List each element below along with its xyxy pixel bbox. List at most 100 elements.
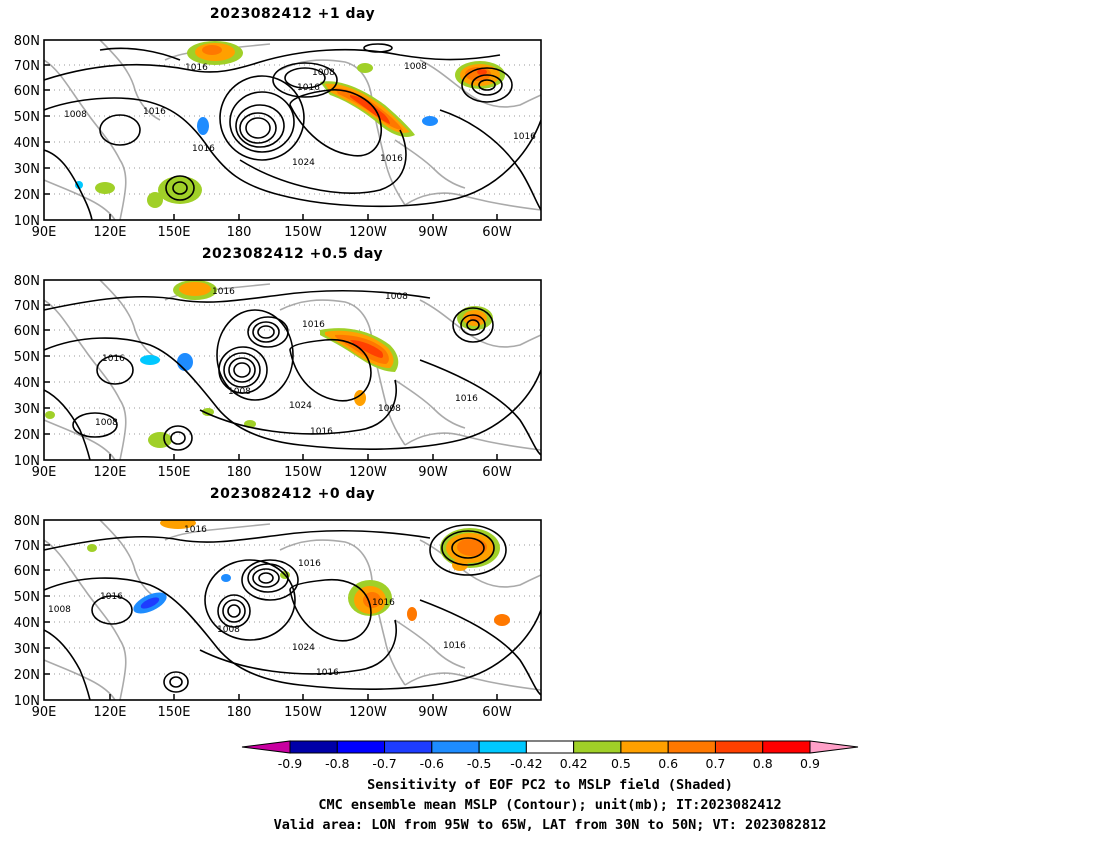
map-frame xyxy=(43,39,542,221)
contour-label: 1016 xyxy=(297,83,320,93)
map-frame xyxy=(43,519,542,701)
contour-label: 1016 xyxy=(372,598,395,608)
sensitivity-shading xyxy=(45,280,493,448)
lat-tick: 40N xyxy=(14,136,40,151)
contour-labels: 1016 1008 1016 1008 1016 1024 1016 1016 … xyxy=(64,62,536,168)
panel-title-day0: 2023082412 +0 day xyxy=(209,486,376,502)
footer-line-1: Sensitivity of EOF PC2 to MSLP field (Sh… xyxy=(367,777,733,793)
lat-tick: 30N xyxy=(14,402,40,417)
contour-label: 1016 xyxy=(184,525,207,535)
panel-title-day05: 2023082412 +0.5 day xyxy=(201,246,384,262)
colorbar-labels: -0.9 -0.8 -0.7 -0.6 -0.5 -0.42 0.42 0.5 0.6 0.7 0.… xyxy=(278,756,820,771)
lon-tick: 90E xyxy=(32,225,57,240)
contour-label: 1016 xyxy=(212,287,235,297)
lon-tick: 60W xyxy=(482,465,512,480)
contour-label: 1016 xyxy=(192,144,215,154)
colorbar: -0.9 -0.8 -0.7 -0.6 -0.5 -0.42 0.42 0.5 0.6 0.7 0.… xyxy=(241,740,859,771)
lat-tick: 60N xyxy=(14,564,40,579)
colorbar-cell xyxy=(762,740,811,754)
lon-tick: 150E xyxy=(157,465,190,480)
colorbar-label: -0.6 xyxy=(420,756,444,771)
lat-tick: 60N xyxy=(14,324,40,339)
contour-label: 1008 xyxy=(312,68,335,78)
colorbar-cell xyxy=(573,740,622,754)
lon-tick: 150W xyxy=(284,225,322,240)
lon-tick: 120W xyxy=(349,705,387,720)
lon-tick-labels: 90E 120E 150E 180 150W 120W 90W 60W xyxy=(32,225,512,240)
contour-label: 1008 xyxy=(385,292,408,302)
colorbar-cell xyxy=(431,740,480,754)
lon-tick: 180 xyxy=(227,465,252,480)
mslp-contours xyxy=(44,289,541,460)
lon-tick: 150W xyxy=(284,465,322,480)
contour-label: 1016 xyxy=(380,154,403,164)
lon-tick: 60W xyxy=(482,705,512,720)
colorbar-cell xyxy=(289,740,338,754)
contour-label: 1024 xyxy=(289,401,312,411)
map-panel-day1: 1016 1008 1016 1008 1016 1024 1016 1016 … xyxy=(14,34,542,240)
colorbar-cell xyxy=(525,740,575,754)
lat-tick: 10N xyxy=(14,694,40,709)
contour-label: 1008 xyxy=(217,625,240,635)
contour-label: 1016 xyxy=(102,354,125,364)
contour-label: 1016 xyxy=(455,394,478,404)
colorbar-label: 0.42 xyxy=(560,756,588,771)
lon-tick: 120W xyxy=(349,225,387,240)
colorbar-cell xyxy=(384,740,433,754)
contour-label: 1016 xyxy=(100,592,123,602)
lat-tick-labels: 80N 70N 60N 50N 40N 30N 20N 10N xyxy=(14,274,40,469)
frame-ticks xyxy=(44,64,498,220)
contour-label: 1008 xyxy=(404,62,427,72)
colorbar-cell xyxy=(620,740,669,754)
lat-tick-labels: 80N 70N 60N 50N 40N 30N 20N 10N xyxy=(14,514,40,709)
lon-tick-labels: 90E 120E 150E 180 150W 120W 90W 60W xyxy=(32,465,512,480)
lat-tick: 60N xyxy=(14,84,40,99)
colorbar-cell xyxy=(336,740,386,754)
colorbar-label: -0.5 xyxy=(467,756,491,771)
lon-tick: 120W xyxy=(349,465,387,480)
lon-tick: 90E xyxy=(32,705,57,720)
contour-label: 1016 xyxy=(316,668,339,678)
lat-tick: 70N xyxy=(14,299,40,314)
lat-tick: 80N xyxy=(14,274,40,289)
lat-tick: 10N xyxy=(14,214,40,229)
lat-tick-labels: 80N 70N 60N 50N 40N 30N 20N 10N xyxy=(14,34,40,229)
lat-tick: 30N xyxy=(14,642,40,657)
colorbar-high-cap xyxy=(809,740,859,754)
contour-label: 1008 xyxy=(64,110,87,120)
colorbar-label: -0.42 xyxy=(510,756,542,771)
lon-tick: 120E xyxy=(93,465,126,480)
lon-tick: 90W xyxy=(418,465,448,480)
contour-label: 1024 xyxy=(292,158,315,168)
lat-tick: 40N xyxy=(14,616,40,631)
lat-tick: 20N xyxy=(14,668,40,683)
lat-tick: 80N xyxy=(14,514,40,529)
lat-tick: 10N xyxy=(14,454,40,469)
contour-label: 1016 xyxy=(310,427,333,437)
colorbar-label: 0.8 xyxy=(753,756,773,771)
contour-label: 1016 xyxy=(298,559,321,569)
contour-label: 1016 xyxy=(513,132,536,142)
colorbar-cell xyxy=(667,740,716,754)
lat-tick: 40N xyxy=(14,376,40,391)
contour-label: 1008 xyxy=(95,418,118,428)
lon-tick: 90W xyxy=(418,225,448,240)
colorbar-label: 0.5 xyxy=(611,756,631,771)
mslp-contours xyxy=(44,524,541,700)
lat-tick: 20N xyxy=(14,188,40,203)
colorbar-label: -0.7 xyxy=(372,756,396,771)
contour-label: 1016 xyxy=(443,641,466,651)
colorbar-label: -0.9 xyxy=(278,756,302,771)
lon-tick: 150E xyxy=(157,225,190,240)
contour-label: 1016 xyxy=(185,63,208,73)
contour-label: 1008 xyxy=(378,404,401,414)
lon-tick: 90W xyxy=(418,705,448,720)
lon-tick: 150E xyxy=(157,705,190,720)
contour-labels: 1016 1008 1016 1016 1008 1024 1008 1016 … xyxy=(95,287,478,437)
colorbar-label: 0.6 xyxy=(658,756,678,771)
colorbar-label: 0.9 xyxy=(800,756,820,771)
contour-label: 1016 xyxy=(143,107,166,117)
lat-tick: 50N xyxy=(14,110,40,125)
lat-tick: 50N xyxy=(14,350,40,365)
